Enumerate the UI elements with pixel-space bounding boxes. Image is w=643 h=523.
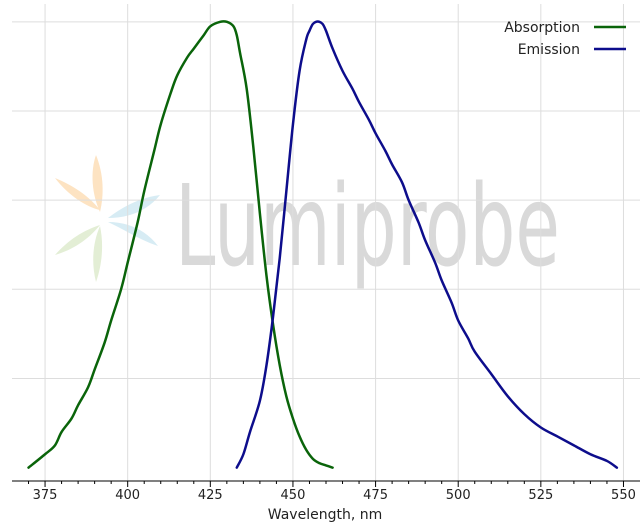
x-tick-label: 375: [33, 488, 58, 503]
watermark-petal-blue: [108, 195, 160, 218]
legend-label-emission: Emission: [518, 42, 580, 58]
watermark-petal-green-2: [93, 226, 103, 282]
chart-series: [27, 20, 619, 469]
watermark-text: Lumiprobe: [175, 162, 560, 292]
chart-axes: 375 400 425 450 475 500 525 550: [12, 480, 640, 503]
watermark-petal-blue-2: [108, 222, 158, 246]
watermark-petal-orange-2: [92, 155, 103, 212]
lumiprobe-watermark: Lumiprobe: [55, 155, 560, 292]
x-tick-label: 550: [611, 488, 636, 503]
watermark-petal-green: [55, 225, 100, 255]
watermark-petal-orange: [55, 178, 100, 210]
x-tick-label: 400: [115, 488, 140, 503]
x-axis-label: Wavelength, nm: [268, 507, 382, 523]
series-line-absorption: [27, 20, 334, 469]
x-tick-label: 475: [363, 488, 388, 503]
x-tick-label: 525: [528, 488, 553, 503]
x-tick-label: 500: [446, 488, 471, 503]
x-tick-label: 450: [281, 488, 306, 503]
legend-label-absorption: Absorption: [504, 20, 580, 36]
chart-legend: Absorption Emission: [504, 20, 626, 58]
chart-grid: [12, 4, 640, 481]
x-tick-label: 425: [198, 488, 223, 503]
series-line-emission: [235, 20, 619, 469]
